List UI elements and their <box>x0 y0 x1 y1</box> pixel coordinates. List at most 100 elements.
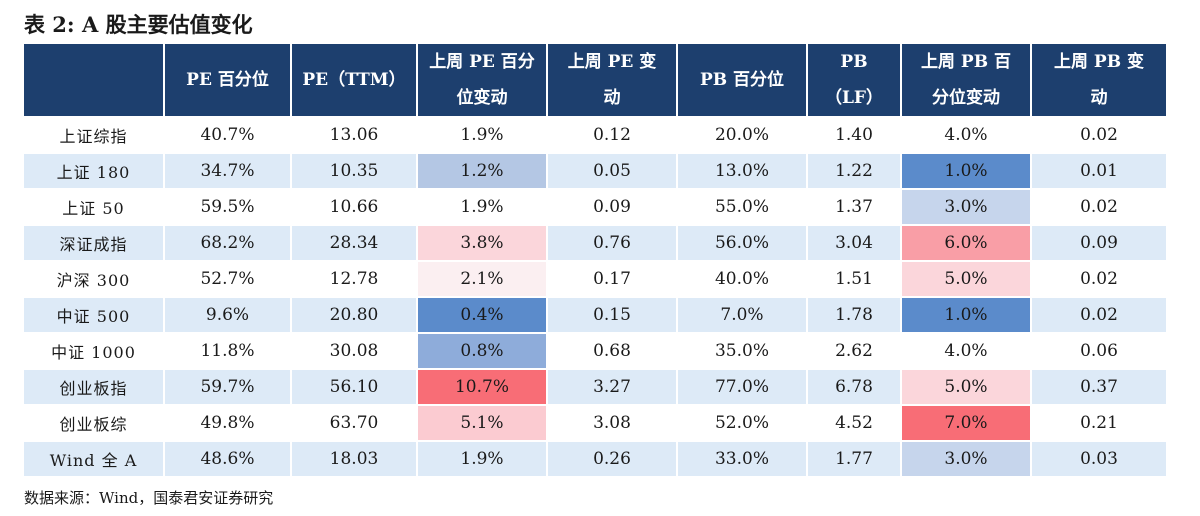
table-cell: 1.22 <box>808 152 902 188</box>
table-cell: 1.40 <box>808 116 902 152</box>
table-cell: 3.0% <box>902 440 1032 476</box>
table-cell: 18.03 <box>292 440 418 476</box>
table-cell: 12.78 <box>292 260 418 296</box>
table-cell: 11.8% <box>165 332 292 368</box>
table-cell: 0.76 <box>548 224 678 260</box>
table-cell: 6.78 <box>808 368 902 404</box>
table-cell: 56.0% <box>678 224 808 260</box>
table-cell: 10.35 <box>292 152 418 188</box>
table-row: 沪深 300 52.7% 12.78 2.1% 0.17 40.0% 1.51 5.0% 0.0… <box>24 260 1166 296</box>
table-cell: 52.7% <box>165 260 292 296</box>
table-cell: 0.17 <box>548 260 678 296</box>
header-row: PE 百分位 PE（TTM） 上周 PE 百分 位变动 上周 PE 变动 PB 百… <box>24 44 1166 116</box>
index-name-cell: 上证综指 <box>24 116 165 152</box>
table-cell: 1.78 <box>808 296 902 332</box>
table-cell: 0.4% <box>418 296 548 332</box>
source-note: 数据来源：Wind，国泰君安证券研究 <box>24 489 274 507</box>
table-cell: 6.0% <box>902 224 1032 260</box>
header-cell-pe-percentile: PE 百分位 <box>165 44 292 116</box>
table-cell: 0.37 <box>1032 368 1166 404</box>
table-title: 表 2: A 股主要估值变化 <box>24 12 253 37</box>
table-cell: 3.0% <box>902 188 1032 224</box>
index-name-cell: Wind 全 A <box>24 440 165 476</box>
table-cell: 5.0% <box>902 260 1032 296</box>
index-name-cell: 创业板指 <box>24 368 165 404</box>
table-cell: 1.9% <box>418 440 548 476</box>
table-cell: 0.02 <box>1032 116 1166 152</box>
table-cell: 40.0% <box>678 260 808 296</box>
table-cell: 5.0% <box>902 368 1032 404</box>
table-cell: 77.0% <box>678 368 808 404</box>
table-cell: 52.0% <box>678 404 808 440</box>
table-cell: 0.09 <box>548 188 678 224</box>
table-cell: 56.10 <box>292 368 418 404</box>
table-cell: 1.9% <box>418 116 548 152</box>
table-cell: 48.6% <box>165 440 292 476</box>
header-cell-pb-percentile: PB 百分位 <box>678 44 808 116</box>
table-cell: 30.08 <box>292 332 418 368</box>
table-cell: 68.2% <box>165 224 292 260</box>
table-cell: 3.04 <box>808 224 902 260</box>
table-cell: 3.8% <box>418 224 548 260</box>
header-cell-pe-percentile-change: 上周 PE 百分 位变动 <box>418 44 548 116</box>
table-cell: 0.03 <box>1032 440 1166 476</box>
table-cell: 3.08 <box>548 404 678 440</box>
index-name-cell: 中证 1000 <box>24 332 165 368</box>
table-cell: 9.6% <box>165 296 292 332</box>
valuation-table: PE 百分位 PE（TTM） 上周 PE 百分 位变动 上周 PE 变动 PB 百… <box>24 44 1166 476</box>
table-cell: 7.0% <box>902 404 1032 440</box>
table-cell: 5.1% <box>418 404 548 440</box>
table-cell: 1.0% <box>902 296 1032 332</box>
table-row: 创业板指 59.7% 56.10 10.7% 3.27 77.0% 6.78 5.0% 0.37 <box>24 368 1166 404</box>
table-cell: 0.26 <box>548 440 678 476</box>
table-body: 上证综指 40.7% 13.06 1.9% 0.12 20.0% 1.40 4.0% 0.02 上… <box>24 116 1166 476</box>
table-cell: 0.01 <box>1032 152 1166 188</box>
table-cell: 1.9% <box>418 188 548 224</box>
table-cell: 0.68 <box>548 332 678 368</box>
table-cell: 34.7% <box>165 152 292 188</box>
header-cell-pe-change: 上周 PE 变动 <box>548 44 678 116</box>
table-row: Wind 全 A 48.6% 18.03 1.9% 0.26 33.0% 1.77 3.0% 0… <box>24 440 1166 476</box>
table-cell: 0.15 <box>548 296 678 332</box>
table-row: 中证 1000 11.8% 30.08 0.8% 0.68 35.0% 2.62 4.0% 0.… <box>24 332 1166 368</box>
header-cell-pb-lf: PB （LF） <box>808 44 902 116</box>
table-cell: 49.8% <box>165 404 292 440</box>
table-cell: 1.51 <box>808 260 902 296</box>
table-cell: 2.1% <box>418 260 548 296</box>
table-cell: 4.0% <box>902 332 1032 368</box>
table-cell: 0.8% <box>418 332 548 368</box>
table-cell: 1.37 <box>808 188 902 224</box>
table-row: 创业板综 49.8% 63.70 5.1% 3.08 52.0% 4.52 7.0% 0.21 <box>24 404 1166 440</box>
table-cell: 35.0% <box>678 332 808 368</box>
table-cell: 13.0% <box>678 152 808 188</box>
table-row: 上证 50 59.5% 10.66 1.9% 0.09 55.0% 1.37 3.0% 0.02 <box>24 188 1166 224</box>
table-cell: 7.0% <box>678 296 808 332</box>
table-cell: 10.7% <box>418 368 548 404</box>
table-cell: 28.34 <box>292 224 418 260</box>
index-name-cell: 中证 500 <box>24 296 165 332</box>
table-cell: 55.0% <box>678 188 808 224</box>
table-cell: 1.77 <box>808 440 902 476</box>
table-cell: 1.2% <box>418 152 548 188</box>
table-row: 深证成指 68.2% 28.34 3.8% 0.76 56.0% 3.04 6.0% 0.09 <box>24 224 1166 260</box>
header-cell-index <box>24 44 165 116</box>
table-cell: 0.12 <box>548 116 678 152</box>
table-cell: 0.05 <box>548 152 678 188</box>
table-cell: 13.06 <box>292 116 418 152</box>
table-row: 上证综指 40.7% 13.06 1.9% 0.12 20.0% 1.40 4.0% 0.02 <box>24 116 1166 152</box>
table-cell: 33.0% <box>678 440 808 476</box>
table-cell: 0.06 <box>1032 332 1166 368</box>
table-row: 中证 500 9.6% 20.80 0.4% 0.15 7.0% 1.78 1.0% 0.02 <box>24 296 1166 332</box>
index-name-cell: 上证 50 <box>24 188 165 224</box>
table-cell: 20.80 <box>292 296 418 332</box>
table-cell: 3.27 <box>548 368 678 404</box>
index-name-cell: 创业板综 <box>24 404 165 440</box>
table-cell: 20.0% <box>678 116 808 152</box>
index-name-cell: 深证成指 <box>24 224 165 260</box>
header-cell-pe-ttm: PE（TTM） <box>292 44 418 116</box>
table-cell: 59.5% <box>165 188 292 224</box>
table-cell: 10.66 <box>292 188 418 224</box>
table-cell: 0.09 <box>1032 224 1166 260</box>
table-cell: 4.0% <box>902 116 1032 152</box>
table-cell: 1.0% <box>902 152 1032 188</box>
